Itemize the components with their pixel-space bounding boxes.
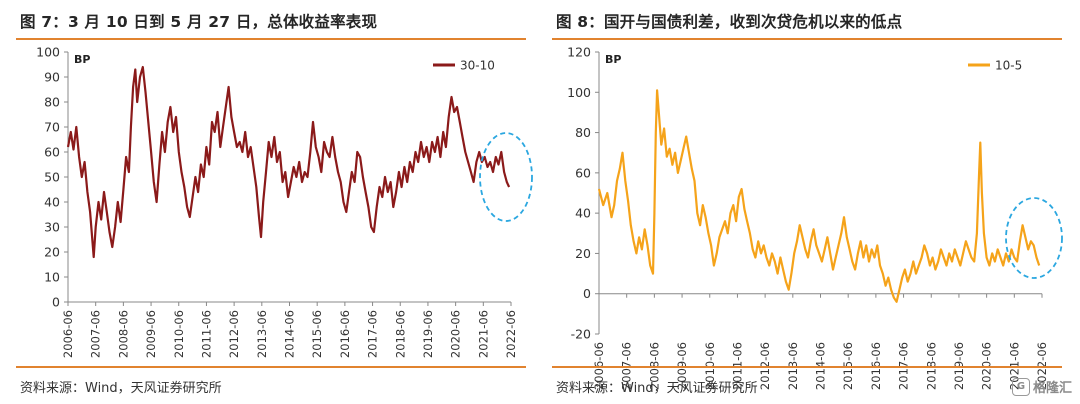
source-note: 资料来源：Wind，天风证券研究所 [20, 381, 222, 396]
x-tick-label: 2013-06 [255, 310, 269, 358]
series-line-30-10 [66, 65, 511, 259]
x-tick-label: 2015-06 [310, 310, 324, 358]
x-tick-label: 2016-06 [338, 310, 352, 358]
title-divider [552, 38, 1062, 40]
unit-label: BP [74, 53, 90, 66]
chart-panel-left: 图 7：3 月 10 日到 5 月 27 日，总体收益率表现 0 10 20 30 40… [16, 0, 536, 404]
watermark-text: 格隆汇 [1032, 381, 1072, 396]
y-tick-label: 60 [575, 165, 591, 180]
x-tick-label: 2006-06 [61, 310, 75, 358]
y-tick-label: 20 [44, 245, 60, 260]
y-tick-label: 60 [44, 145, 60, 160]
x-tick-label: 2020-06 [449, 310, 463, 358]
y-tick-label: -20 [571, 327, 591, 342]
x-tick-label: 2010-06 [172, 310, 186, 358]
x-tick-label: 2009-06 [144, 310, 158, 358]
x-tick-label: 2019-06 [421, 310, 435, 358]
y-tick-label: 50 [44, 170, 60, 185]
x-tick-label: 2008-06 [116, 310, 130, 358]
source-divider [16, 366, 526, 368]
x-tick-label: 2014-06 [283, 310, 297, 358]
y-tick-label: 30 [44, 220, 60, 235]
title-divider [16, 38, 526, 40]
y-tick-label: 20 [575, 246, 591, 261]
y-tick-label: 70 [44, 120, 60, 135]
highlight-ellipse [1005, 197, 1063, 279]
x-tick-label: 2018-06 [393, 310, 407, 358]
y-tick-label: 10 [44, 270, 60, 285]
y-tick-label: 0 [52, 295, 60, 310]
legend-label: 10-5 [995, 59, 1022, 73]
x-tick-label: 2007-06 [89, 310, 103, 358]
chart-panel-right: 图 8：国开与国债利差，收到次贷危机以来的低点 -20 0 20 40 60 80 100 1… [552, 0, 1072, 404]
chart-title: 图 8：国开与国债利差，收到次贷危机以来的低点 [556, 13, 903, 31]
gelonghui-logo-icon: G [1011, 377, 1030, 396]
y-tick-label: 40 [575, 206, 591, 221]
source-divider [552, 366, 1062, 368]
y-tick-label: 40 [44, 195, 60, 210]
chart-title: 图 7：3 月 10 日到 5 月 27 日，总体收益率表现 [20, 13, 378, 31]
y-tick-label: 80 [44, 95, 60, 110]
highlight-ellipse [479, 132, 533, 222]
y-tick-label: 100 [36, 45, 60, 60]
y-tick-label: 100 [567, 85, 591, 100]
y-tick-label: 90 [44, 70, 60, 85]
x-tick-label: 2022-06 [504, 310, 518, 358]
y-tick-label: 120 [567, 45, 591, 60]
x-tick-label: 2021-06 [476, 310, 490, 358]
legend-label: 30-10 [460, 59, 495, 73]
y-tick-label: 80 [575, 125, 591, 140]
chart-svg-30-10: 0 10 20 30 40 50 60 70 80 90 100 2006-06 2007-06 2008… [36, 45, 533, 358]
unit-label: BP [605, 53, 621, 66]
source-note: 资料来源：Wind，天风证券研究所 [556, 381, 758, 396]
series-line-10-5 [597, 89, 1041, 303]
y-tick-label: 0 [583, 286, 591, 301]
x-tick-label: 2017-06 [366, 310, 380, 358]
watermark: G 格隆汇 [1011, 377, 1072, 396]
x-tick-label: 2012-06 [227, 310, 241, 358]
x-tick-label: 2011-06 [199, 310, 213, 358]
